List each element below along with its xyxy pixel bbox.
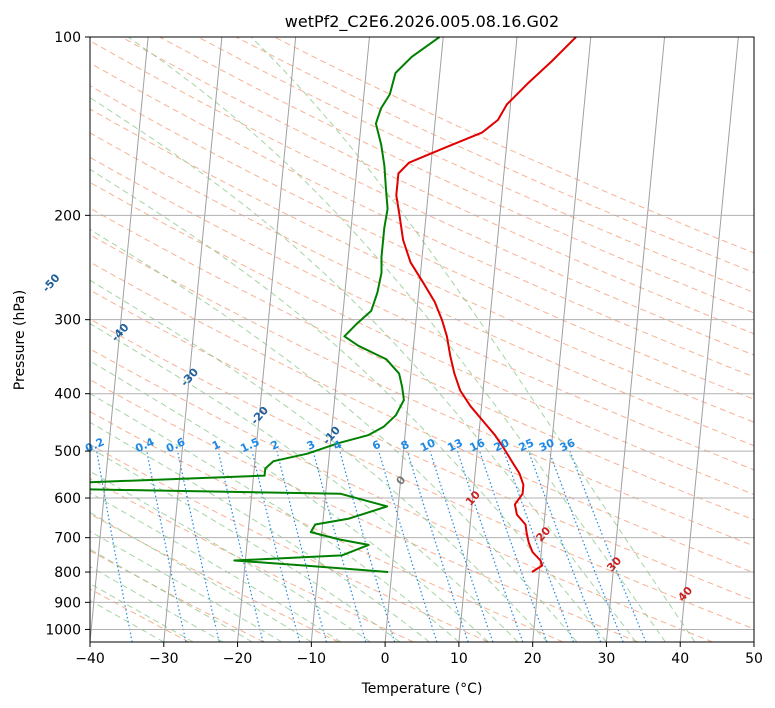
x-tick-label: 0 <box>381 651 390 667</box>
dry-adiabat-line <box>121 37 754 335</box>
y-tick-label: 800 <box>54 565 81 581</box>
mixing-ratio-line <box>503 450 575 642</box>
y-tick-label: 200 <box>54 208 81 224</box>
y-tick-label: 500 <box>54 444 81 460</box>
plot-area <box>90 37 754 642</box>
mixing-ratio-label: 20 <box>492 436 512 454</box>
dry-adiabat-line <box>90 513 339 642</box>
moist-adiabat-line <box>250 37 696 642</box>
dry-adiabat-line <box>90 550 265 642</box>
pressure-gridlines <box>90 37 754 630</box>
x-tick-label: −20 <box>223 651 253 667</box>
mixing-ratio-line <box>378 450 438 642</box>
moist-adiabat-line <box>90 548 253 642</box>
mixing-ratio-line <box>276 450 327 642</box>
dry-adiabat-line <box>90 234 754 547</box>
chart-title: wetPf2_C2E6.2026.005.08.16.G02 <box>285 12 559 32</box>
moist-adiabat-line <box>127 37 666 642</box>
dry-adiabat-line <box>90 410 564 642</box>
data-series <box>90 37 577 573</box>
isotherm-line <box>384 37 444 642</box>
mixing-ratio-line <box>548 450 624 642</box>
moist-adiabat-line <box>90 323 519 642</box>
mixing-ratio-line <box>429 450 494 642</box>
dry-adiabat-line <box>90 207 754 521</box>
y-tick-label: 400 <box>54 387 81 403</box>
dry-adiabat-line <box>90 132 754 447</box>
dry-adiabat-line <box>90 156 754 471</box>
y-tick-label: 700 <box>54 531 81 547</box>
moist-adiabat-line <box>90 168 607 642</box>
mixing-ratio-line <box>177 450 220 642</box>
moist-adiabat-line <box>90 447 401 642</box>
mixing-ratio-label: 36 <box>558 436 578 454</box>
y-tick-label: 900 <box>54 595 81 611</box>
dry-adiabat-line <box>90 85 754 400</box>
mixing-ratio-line <box>528 450 602 642</box>
x-tick-label: −30 <box>149 651 179 667</box>
isotherm-line <box>310 37 370 642</box>
moist-adiabat-line <box>90 228 578 642</box>
dewpoint-profile-line <box>90 37 441 573</box>
mixing-ratio-label: 16 <box>468 436 488 454</box>
moist-adiabat-line <box>90 393 460 642</box>
dry-adiabat-line <box>90 181 754 496</box>
isotherm-line <box>605 37 666 642</box>
moist-adiabat-line <box>90 279 548 642</box>
isotherms <box>90 37 754 642</box>
moist-adiabat-line <box>90 530 283 642</box>
isotherm-line <box>90 37 149 642</box>
isotherm-line <box>458 37 518 642</box>
mixing-ratio-label: 25 <box>517 436 536 454</box>
x-tick-label: 30 <box>598 651 616 667</box>
moist-adiabat-line <box>90 97 637 642</box>
dry-adiabat-line <box>90 443 489 642</box>
plot-frame <box>89 36 755 643</box>
y-axis-label: Pressure (hPa) <box>12 290 28 390</box>
y-tick-label: 1000 <box>45 622 81 638</box>
y-axis: 100 200 300 400 500 600 700 800 900 1000 <box>45 30 90 638</box>
x-tick-label: −40 <box>75 651 105 667</box>
isotherm-line <box>532 37 592 642</box>
dry-adiabat-line <box>159 37 754 314</box>
mixing-ratio-label: 30 <box>537 436 557 454</box>
dry-adiabat-line <box>90 62 754 378</box>
x-tick-label: 10 <box>450 651 468 667</box>
x-axis-label: Temperature (°C) <box>361 681 483 697</box>
moist-adiabat-line <box>90 360 489 642</box>
y-tick-label: 300 <box>54 313 81 329</box>
x-tick-label: 40 <box>671 651 689 667</box>
isotherm-line <box>237 37 297 642</box>
mixing-ratio-line <box>406 450 469 642</box>
y-tick-label: 600 <box>54 491 81 507</box>
dry-adiabat-line <box>90 318 754 630</box>
isotherm-line <box>679 37 739 642</box>
moist-adiabats <box>90 37 696 642</box>
mixing-ratio-label: 13 <box>445 436 464 454</box>
x-tick-label: −10 <box>297 651 327 667</box>
mixing-ratio-line <box>456 450 524 642</box>
x-tick-label: 20 <box>524 651 542 667</box>
y-tick-label: 100 <box>54 30 81 46</box>
mixing-ratio-label: 10 <box>418 436 438 454</box>
isotherm-line <box>163 37 223 642</box>
moist-adiabat-line <box>90 566 224 642</box>
mixing-ratio-line <box>146 450 187 642</box>
x-axis: −40 −30 −20 −10 0 10 20 30 40 50 <box>75 642 763 667</box>
x-tick-label: 50 <box>745 651 763 667</box>
mixing-ratio-labels: 0.2 0.4 0.6 1 1.5 2 3 4 6 8 10 13 16 20 25 30 36 <box>83 435 577 455</box>
mixing-ratio-line <box>217 450 264 642</box>
dry-adiabat-line <box>90 348 713 642</box>
temperature-profile-line <box>395 37 577 573</box>
moist-adiabat-line <box>90 583 194 642</box>
mixing-ratio-line <box>479 450 548 642</box>
